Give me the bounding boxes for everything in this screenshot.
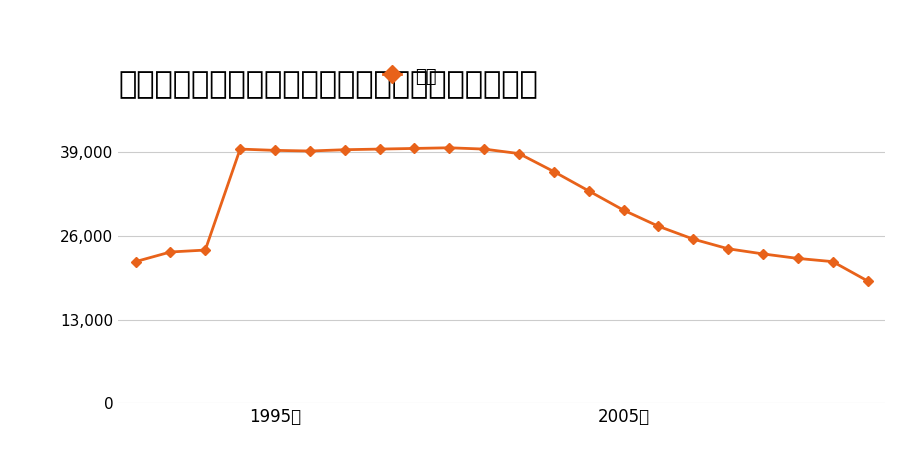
価格 [758,251,769,256]
価格 [723,246,734,252]
Text: 宮城県仙台市若林区種次字中野２２番３の地価推移: 宮城県仙台市若林区種次字中野２２番３の地価推移 [118,70,538,99]
価格 [409,146,419,151]
価格 [688,236,698,242]
価格 [862,278,873,284]
Line: 価格: 価格 [132,144,871,284]
価格 [374,146,385,152]
価格 [618,207,629,213]
価格 [339,147,350,153]
価格 [130,259,141,264]
価格 [514,151,525,156]
価格 [548,169,559,174]
価格 [444,145,454,150]
価格 [479,146,490,152]
価格 [827,259,838,264]
価格 [304,148,315,154]
価格 [583,188,594,194]
価格 [200,248,211,253]
価格 [793,256,804,261]
価格 [653,224,664,229]
価格 [235,146,246,152]
Legend: 価格: 価格 [375,59,444,93]
価格 [270,148,281,153]
価格 [165,249,176,255]
